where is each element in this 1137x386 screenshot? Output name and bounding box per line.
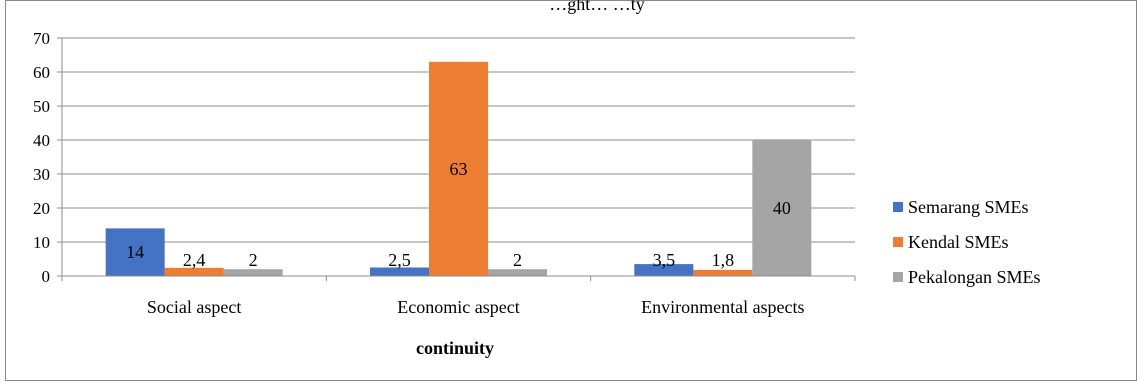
legend-swatch bbox=[893, 237, 903, 247]
data-label: 2 bbox=[513, 250, 522, 270]
bar-kendal-smes bbox=[693, 269, 753, 276]
legend-swatch bbox=[893, 202, 903, 212]
data-label: 2,5 bbox=[388, 250, 411, 270]
data-label: 14 bbox=[126, 242, 144, 262]
legend-label: Semarang SMEs bbox=[908, 197, 1029, 217]
bar-kendal-smes bbox=[429, 61, 488, 276]
data-label: 63 bbox=[450, 159, 468, 179]
bar-semarang-smes bbox=[370, 267, 429, 276]
y-tick-label: 60 bbox=[33, 63, 50, 82]
chart-border bbox=[5, 0, 1137, 381]
data-label: 3,5 bbox=[653, 250, 676, 270]
x-axis-categories: Social aspect Economic aspect Environmenta… bbox=[61, 276, 856, 317]
bar-kendal-smes bbox=[164, 267, 224, 276]
category-label: Economic aspect bbox=[397, 297, 519, 317]
bar-semarang-smes bbox=[105, 228, 165, 276]
y-tick-label: 50 bbox=[33, 97, 50, 116]
data-label: 40 bbox=[773, 198, 791, 218]
x-axis-title: continuity bbox=[416, 338, 494, 358]
legend-label: Kendal SMEs bbox=[908, 232, 1009, 252]
category-label: Environmental aspects bbox=[641, 297, 804, 317]
category-label: Social aspect bbox=[147, 297, 241, 317]
y-tick-label: 20 bbox=[33, 199, 50, 218]
legend: Semarang SMEs Kendal SMEs Pekalongan SMEs bbox=[893, 197, 1041, 287]
data-label: 1,8 bbox=[712, 250, 735, 270]
bar-pekalongan-smes bbox=[488, 269, 547, 276]
chart-title: …ght… …ty bbox=[549, 0, 645, 14]
legend-swatch bbox=[893, 272, 903, 282]
bar-pekalongan-smes bbox=[223, 269, 283, 276]
legend-label: Pekalongan SMEs bbox=[908, 267, 1041, 287]
data-labels: 14 2,4 2 2,5 63 2 3,5 1,8 40 bbox=[126, 159, 791, 270]
bars bbox=[105, 61, 812, 276]
y-tick-label: 40 bbox=[33, 131, 50, 150]
data-label: 2 bbox=[249, 250, 258, 270]
bar-pekalongan-smes bbox=[752, 140, 812, 276]
data-label: 2,4 bbox=[183, 250, 206, 270]
y-tick-label: 10 bbox=[33, 233, 50, 252]
y-tick-label: 70 bbox=[33, 29, 50, 48]
y-tick-label: 30 bbox=[33, 165, 50, 184]
y-tick-label: 0 bbox=[42, 267, 51, 286]
bar-semarang-smes bbox=[634, 264, 694, 276]
y-axis-ticks: 0 10 20 30 40 50 60 70 bbox=[33, 29, 63, 286]
